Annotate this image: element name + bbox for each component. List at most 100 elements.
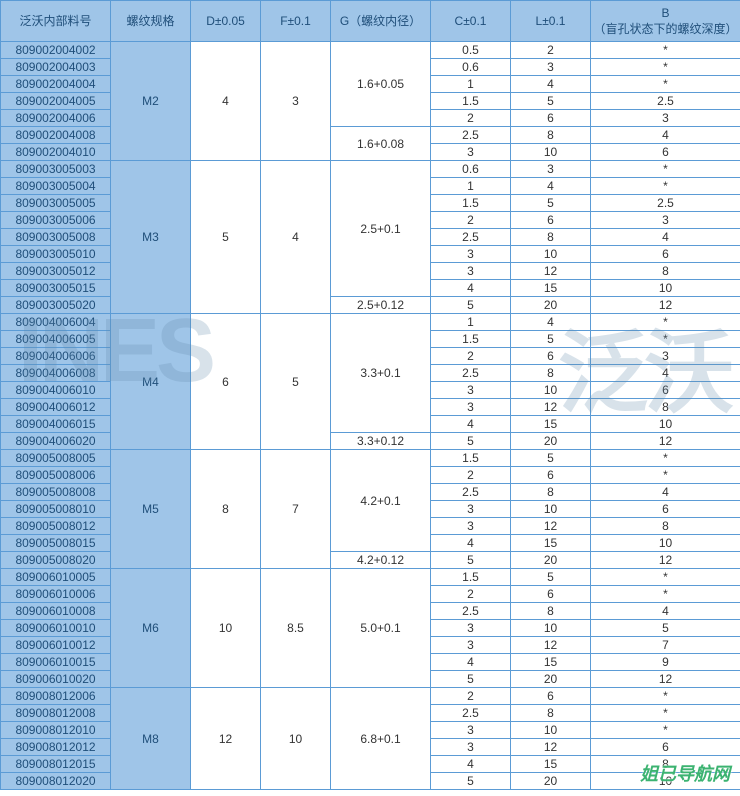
l-cell: 10 (511, 722, 591, 739)
b-cell: 6 (591, 382, 740, 399)
g-cell: 2.5+0.12 (331, 297, 431, 314)
c-cell: 1.5 (431, 93, 511, 110)
part-number: 809002004005 (1, 93, 111, 110)
b-cell: 8 (591, 263, 740, 280)
l-cell: 10 (511, 246, 591, 263)
d-cell: 4 (191, 42, 261, 161)
part-number: 809002004006 (1, 110, 111, 127)
spec-table: 泛沃内部料号螺纹规格D±0.05F±0.1G（螺纹内径）C±0.1L±0.1B（… (0, 0, 740, 790)
c-cell: 4 (431, 535, 511, 552)
l-cell: 5 (511, 195, 591, 212)
col-header-1: 螺纹规格 (111, 1, 191, 42)
g-cell: 2.5+0.1 (331, 161, 431, 297)
part-number: 809004006006 (1, 348, 111, 365)
part-number: 809006010020 (1, 671, 111, 688)
spec-cell: M2 (111, 42, 191, 161)
b-cell: * (591, 586, 740, 603)
l-cell: 5 (511, 93, 591, 110)
b-cell: 2.5 (591, 195, 740, 212)
l-cell: 15 (511, 756, 591, 773)
g-cell: 1.6+0.08 (331, 127, 431, 161)
part-number: 809003005015 (1, 280, 111, 297)
part-number: 809005008010 (1, 501, 111, 518)
b-cell: * (591, 76, 740, 93)
l-cell: 5 (511, 569, 591, 586)
col-header-2: D±0.05 (191, 1, 261, 42)
b-cell: 6 (591, 739, 740, 756)
c-cell: 2.5 (431, 705, 511, 722)
l-cell: 12 (511, 518, 591, 535)
b-cell: 3 (591, 110, 740, 127)
f-cell: 4 (261, 161, 331, 314)
table-body: 809002004002M2431.6+0.050.52*80900200400… (1, 42, 740, 790)
c-cell: 1.5 (431, 450, 511, 467)
l-cell: 15 (511, 535, 591, 552)
b-cell: 6 (591, 501, 740, 518)
b-cell: * (591, 59, 740, 76)
l-cell: 4 (511, 178, 591, 195)
b-cell: * (591, 467, 740, 484)
table-row: 809006010005M6108.55.0+0.11.55* (1, 569, 740, 586)
d-cell: 5 (191, 161, 261, 314)
l-cell: 15 (511, 654, 591, 671)
part-number: 809002004002 (1, 42, 111, 59)
c-cell: 2 (431, 110, 511, 127)
part-number: 809008012015 (1, 756, 111, 773)
c-cell: 2.5 (431, 229, 511, 246)
part-number: 809004006012 (1, 399, 111, 416)
c-cell: 5 (431, 671, 511, 688)
part-number: 809006010005 (1, 569, 111, 586)
f-cell: 7 (261, 450, 331, 569)
l-cell: 8 (511, 229, 591, 246)
b-cell: 4 (591, 127, 740, 144)
part-number: 809008012006 (1, 688, 111, 705)
b-cell: * (591, 161, 740, 178)
c-cell: 1 (431, 76, 511, 93)
c-cell: 3 (431, 399, 511, 416)
b-cell: 12 (591, 552, 740, 569)
l-cell: 8 (511, 127, 591, 144)
l-cell: 6 (511, 348, 591, 365)
c-cell: 2 (431, 688, 511, 705)
table-row: 809002004002M2431.6+0.050.52* (1, 42, 740, 59)
d-cell: 10 (191, 569, 261, 688)
l-cell: 15 (511, 280, 591, 297)
c-cell: 4 (431, 416, 511, 433)
b-cell: 10 (591, 535, 740, 552)
l-cell: 20 (511, 773, 591, 790)
b-cell: 9 (591, 654, 740, 671)
spec-cell: M8 (111, 688, 191, 790)
part-number: 809002004004 (1, 76, 111, 93)
l-cell: 10 (511, 382, 591, 399)
c-cell: 4 (431, 280, 511, 297)
l-cell: 12 (511, 739, 591, 756)
c-cell: 1.5 (431, 331, 511, 348)
c-cell: 3 (431, 263, 511, 280)
part-number: 809005008015 (1, 535, 111, 552)
c-cell: 3 (431, 382, 511, 399)
table-row: 809005008005M5874.2+0.11.55* (1, 450, 740, 467)
g-cell: 3.3+0.1 (331, 314, 431, 433)
b-cell: 8 (591, 399, 740, 416)
l-cell: 5 (511, 331, 591, 348)
f-cell: 8.5 (261, 569, 331, 688)
l-cell: 10 (511, 620, 591, 637)
l-cell: 4 (511, 314, 591, 331)
b-cell: 12 (591, 297, 740, 314)
b-cell: 4 (591, 603, 740, 620)
b-cell: * (591, 450, 740, 467)
table-row: 809008012006M812106.8+0.126* (1, 688, 740, 705)
l-cell: 6 (511, 212, 591, 229)
c-cell: 3 (431, 637, 511, 654)
part-number: 809003005008 (1, 229, 111, 246)
b-cell: 12 (591, 671, 740, 688)
l-cell: 4 (511, 76, 591, 93)
g-cell: 3.3+0.12 (331, 433, 431, 450)
l-cell: 5 (511, 450, 591, 467)
l-cell: 10 (511, 501, 591, 518)
b-cell: * (591, 705, 740, 722)
part-number: 809008012012 (1, 739, 111, 756)
part-number: 809004006005 (1, 331, 111, 348)
part-number: 809002004008 (1, 127, 111, 144)
c-cell: 2 (431, 586, 511, 603)
